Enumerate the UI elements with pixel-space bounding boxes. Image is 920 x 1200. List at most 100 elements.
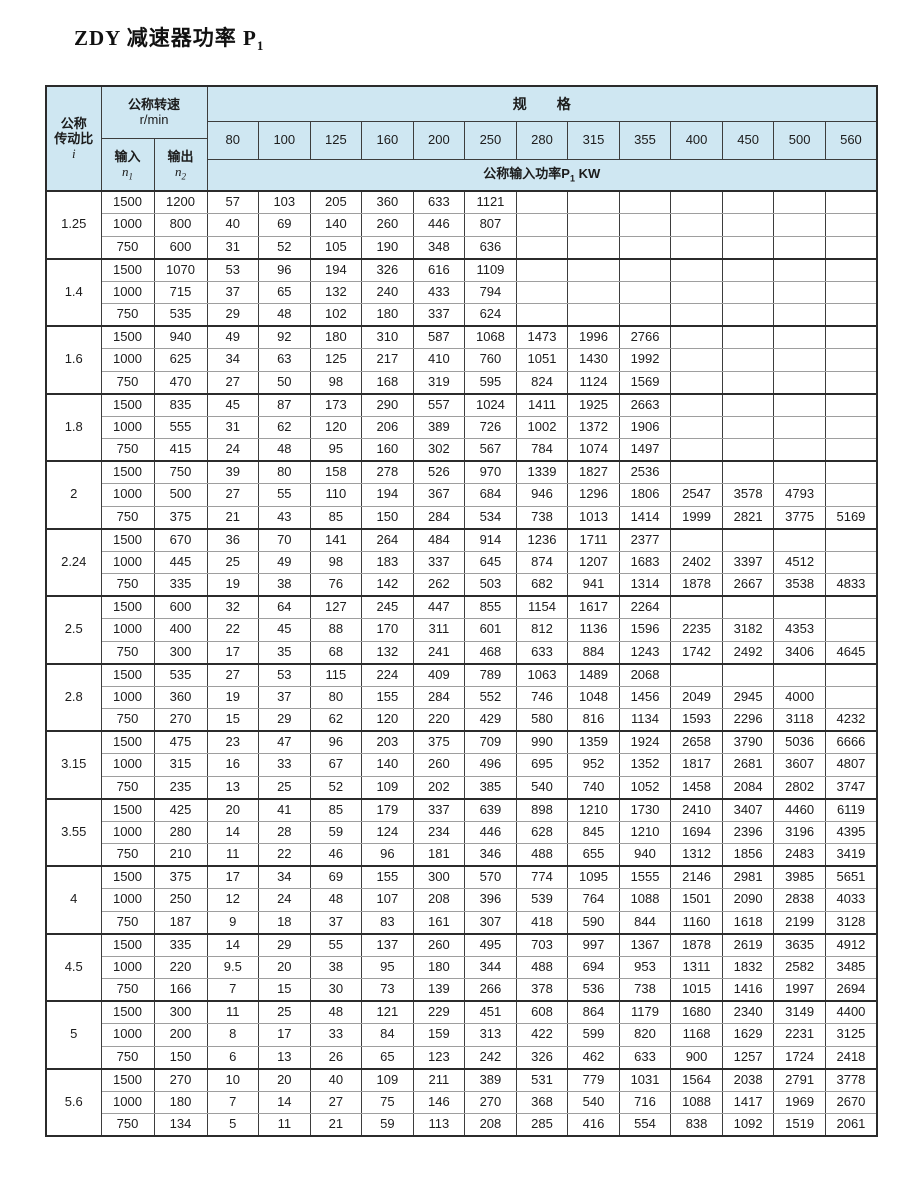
power-cell: 2582 [773,955,826,979]
table-row: 1000 200 8 17 33 84 159 313 422 599 820 1168 1629 223… [46,1023,878,1047]
power-cell: 418 [515,910,569,934]
power-cell [824,280,878,304]
table-row: 750 166 7 15 30 73 139 266 378 536 738 1015 1416 1997… [46,978,878,1002]
power-cell: 5 [206,1113,260,1137]
power-cell: 211 [412,1067,466,1092]
power-cell: 36 [206,527,260,552]
power-cell [670,415,723,439]
input-speed-cell: 1500 [100,460,155,484]
input-speed-cell: 750 [100,978,155,1002]
power-cell: 98 [309,550,363,574]
power-cell: 2410 [670,797,723,822]
power-cell: 446 [412,213,466,237]
power-cell [670,438,723,462]
output-speed-cell: 300 [153,1000,208,1024]
power-cell: 17 [206,865,260,889]
power-cell: 190 [361,235,414,259]
speed-header-unit: r/min [139,112,169,128]
power-cell: 1210 [567,797,620,822]
power-cell [773,527,826,552]
power-cell: 628 [515,820,569,844]
power-cell: 1024 [464,392,517,417]
power-cell: 1311 [670,955,723,979]
power-cell: 703 [515,932,569,957]
power-cell: 422 [515,1023,569,1047]
power-cell: 92 [258,325,311,349]
power-cell: 180 [309,325,363,349]
power-cell: 2231 [773,1023,826,1047]
power-cell: 140 [309,213,363,237]
ratio-header-cell: 公称 传动比 i [45,85,102,192]
output-speed-cell: 235 [153,775,208,799]
power-cell [824,325,878,349]
power-cell: 824 [515,370,569,394]
power-cell [824,550,878,574]
output-speed-cell: 375 [153,865,208,889]
output-speed-cell: 555 [153,415,208,439]
input-speed-cell: 1500 [100,730,155,754]
power-cell: 1497 [618,438,672,462]
input-speed-cell: 1000 [100,1090,155,1114]
power-cell [824,483,878,507]
power-cell: 1243 [618,640,672,664]
power-cell [773,303,826,327]
power-cell: 3196 [773,820,826,844]
power-cell [515,257,569,282]
power-cell: 1999 [670,505,723,529]
power-cell: 864 [567,1000,620,1024]
power-cell: 1013 [567,505,620,529]
power-cell: 22 [258,843,311,867]
power-cell: 284 [412,505,466,529]
power-cell: 695 [515,753,569,777]
power-cell: 1092 [721,1113,775,1137]
power-cell [773,595,826,619]
power-cell [773,348,826,372]
power-cell: 159 [412,1023,466,1047]
power-cell: 28 [258,820,311,844]
power-cell: 142 [361,573,414,597]
power-cell: 290 [361,392,414,417]
power-cell: 2945 [721,685,775,709]
power-cell: 53 [258,662,311,687]
power-cell: 2766 [618,325,672,349]
power-cell: 9 [206,910,260,934]
power-cell: 300 [412,865,466,889]
power-cell: 1121 [464,190,517,214]
input-speed-cell: 1500 [100,527,155,552]
table-row: 1000 555 31 62 120 206 389 726 1002 1372 1906 [46,415,878,439]
power-cell: 26 [309,1045,363,1069]
ratio-cell: 1.8 [45,392,102,462]
power-cell: 107 [361,888,414,912]
power-cell: 5036 [773,730,826,754]
power-cell [670,325,723,349]
output-speed-cell: 280 [153,820,208,844]
output-speed-cell: 940 [153,325,208,349]
power-cell: 3397 [721,550,775,574]
power-cell: 1878 [670,573,723,597]
power-cell [670,460,723,484]
power-cell: 1694 [670,820,723,844]
power-cell: 125 [309,348,363,372]
power-cell: 682 [515,573,569,597]
power-cell [721,392,775,417]
power-cell [773,438,826,462]
power-cell: 10 [206,1067,260,1092]
power-cell: 27 [206,483,260,507]
power-header: 公称输入功率P1 KW [206,158,878,192]
power-cell: 2235 [670,618,723,642]
power-cell: 121 [361,1000,414,1024]
power-cell: 11 [258,1113,311,1137]
power-cell: 1417 [721,1090,775,1114]
power-cell: 608 [515,1000,569,1024]
table-row: 1.25 1500 1200 57 103 205 360 633 1121 [45,190,878,259]
power-cell: 348 [412,235,466,259]
power-cell: 4833 [824,573,878,597]
power-cell: 1924 [618,730,672,754]
power-cell: 784 [515,438,569,462]
power-cell: 378 [515,978,569,1002]
power-cell [721,370,775,394]
power-cell: 1617 [567,595,620,619]
output-speed-cell: 400 [153,618,208,642]
table-row: 750 375 21 43 85 150 284 534 738 1013 1414 1999 2821… [46,505,878,529]
power-cell: 2483 [773,843,826,867]
